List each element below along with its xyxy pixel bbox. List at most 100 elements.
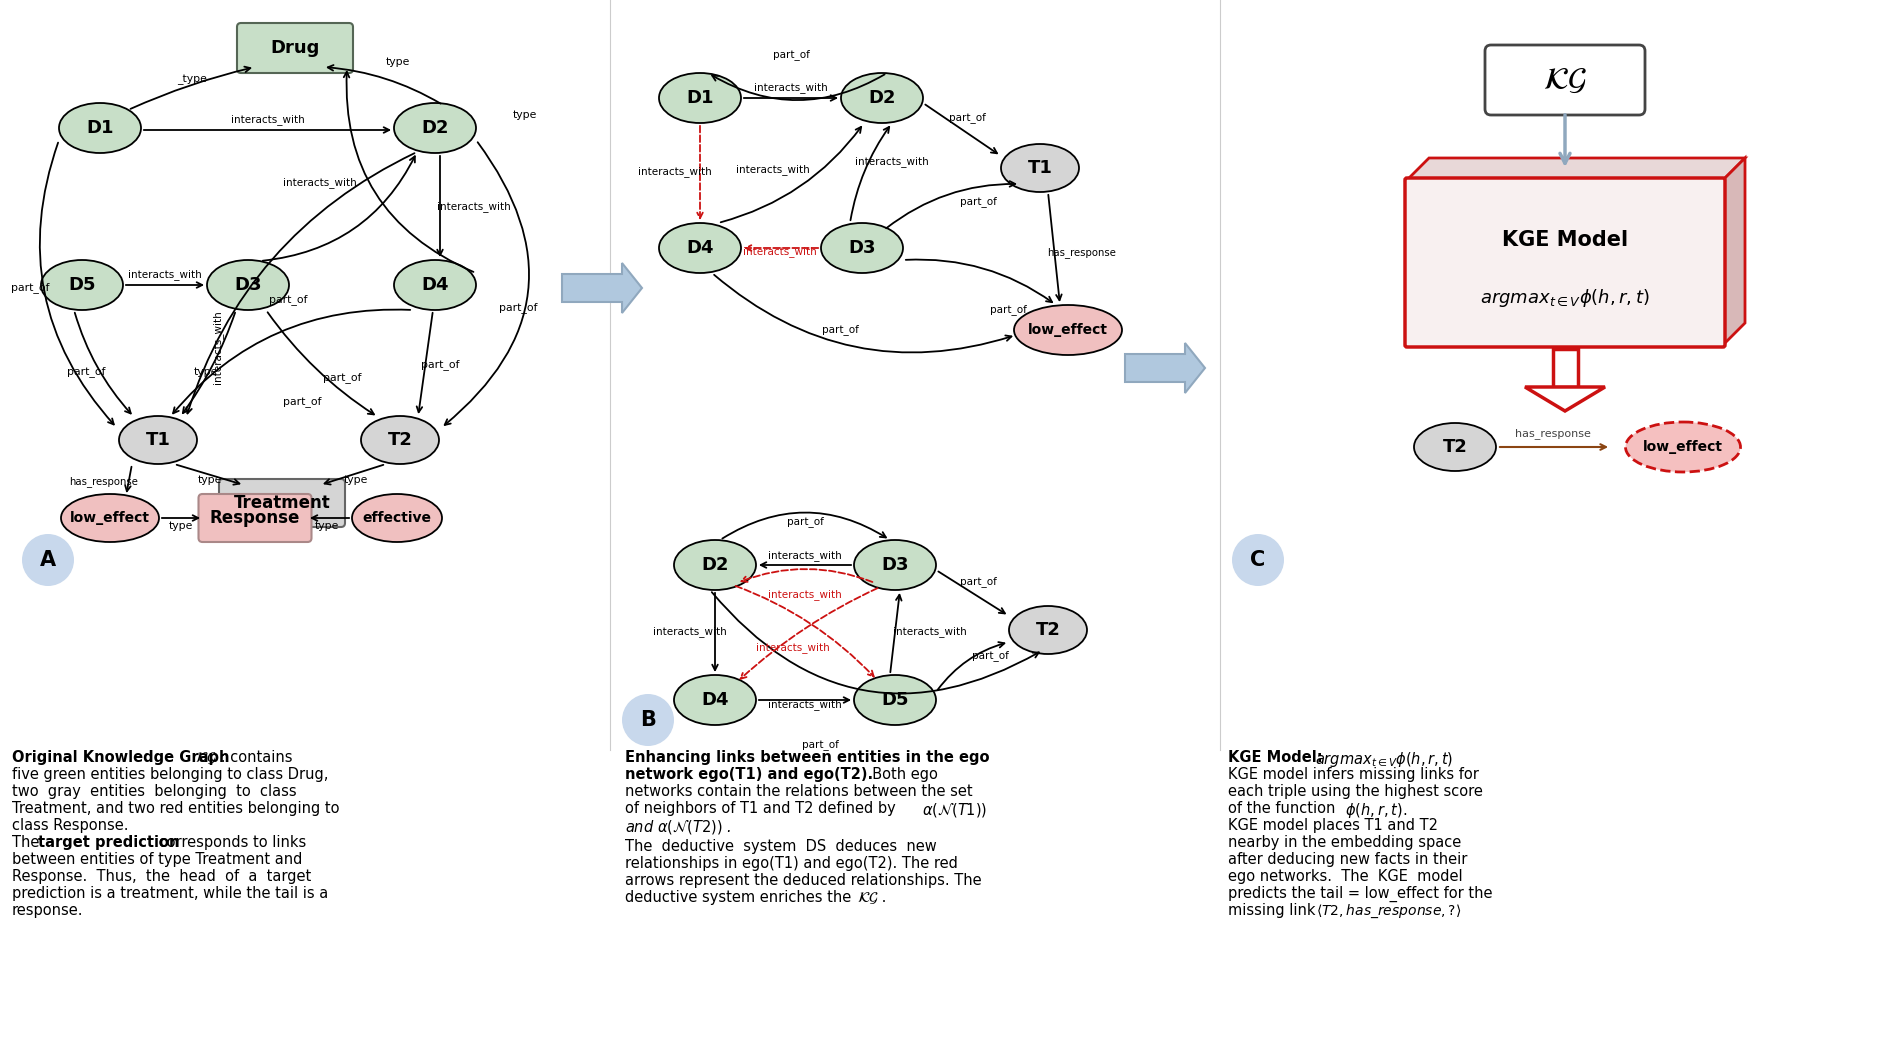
Text: Original Knowledge Graph: Original Knowledge Graph xyxy=(11,750,234,765)
Text: interacts_with: interacts_with xyxy=(893,626,966,638)
Text: interacts_with: interacts_with xyxy=(283,177,357,189)
Text: interacts_with: interacts_with xyxy=(653,626,726,638)
Text: Response: Response xyxy=(209,509,300,527)
Text: interacts_with: interacts_with xyxy=(438,201,511,213)
Ellipse shape xyxy=(394,260,476,310)
Text: part_of: part_of xyxy=(821,325,859,335)
Text: interacts_with: interacts_with xyxy=(128,270,202,280)
Ellipse shape xyxy=(353,494,442,542)
Text: C: C xyxy=(1251,550,1266,570)
Ellipse shape xyxy=(821,223,904,273)
Text: T1: T1 xyxy=(1028,159,1053,177)
Text: part_of: part_of xyxy=(989,305,1027,315)
Text: arrows represent the deduced relationships. The: arrows represent the deduced relationshi… xyxy=(625,873,981,888)
Text: corresponds to links: corresponds to links xyxy=(155,835,306,850)
Text: $argmax_{t\in V}\phi(h,r,t)$: $argmax_{t\in V}\phi(h,r,t)$ xyxy=(1479,287,1649,309)
Text: interacts_with: interacts_with xyxy=(213,310,223,384)
Text: type: type xyxy=(513,110,538,120)
Text: each triple using the highest score: each triple using the highest score xyxy=(1228,784,1483,798)
Text: $\langle T2, has\_response, ?\rangle$: $\langle T2, has\_response, ?\rangle$ xyxy=(1315,903,1461,920)
Text: D1: D1 xyxy=(87,119,113,137)
Polygon shape xyxy=(1525,387,1606,411)
Ellipse shape xyxy=(1625,422,1740,472)
Ellipse shape xyxy=(60,494,159,542)
Text: KGE model places T1 and T2: KGE model places T1 and T2 xyxy=(1228,818,1438,833)
Text: D3: D3 xyxy=(849,239,876,257)
Text: D3: D3 xyxy=(234,276,262,295)
Text: type: type xyxy=(343,475,368,485)
Text: nearby in the embedding space: nearby in the embedding space xyxy=(1228,835,1461,850)
Text: D3: D3 xyxy=(881,556,910,574)
Text: part_of: part_of xyxy=(802,739,838,751)
Text: part_of: part_of xyxy=(268,295,308,306)
Text: of neighbors of T1 and T2 defined by: of neighbors of T1 and T2 defined by xyxy=(625,801,900,816)
Text: _type: _type xyxy=(177,75,208,85)
Ellipse shape xyxy=(674,540,757,590)
Text: predicts the tail = low_effect for the: predicts the tail = low_effect for the xyxy=(1228,886,1493,902)
Text: interacts_with: interacts_with xyxy=(768,590,842,600)
FancyBboxPatch shape xyxy=(1406,178,1725,347)
Polygon shape xyxy=(1408,158,1745,180)
Text: $\mathcal{KG}$: $\mathcal{KG}$ xyxy=(857,890,879,906)
Text: after deducing new facts in their: after deducing new facts in their xyxy=(1228,852,1468,867)
Text: response.: response. xyxy=(11,903,83,918)
Text: interacts_with: interacts_with xyxy=(743,247,817,257)
Text: part_of: part_of xyxy=(972,650,1008,662)
Text: part_of: part_of xyxy=(283,396,321,408)
Ellipse shape xyxy=(119,416,196,464)
Text: two  gray  entities  belonging  to  class: two gray entities belonging to class xyxy=(11,784,296,798)
Text: interacts_with: interacts_with xyxy=(855,157,928,167)
Text: T2: T2 xyxy=(1036,621,1060,639)
Ellipse shape xyxy=(855,675,936,725)
Text: missing link: missing link xyxy=(1228,903,1321,918)
Ellipse shape xyxy=(1000,144,1079,192)
Text: low_effect: low_effect xyxy=(1644,440,1723,454)
Text: T2: T2 xyxy=(1442,438,1468,456)
Circle shape xyxy=(23,534,74,586)
Text: interacts_with: interacts_with xyxy=(638,167,711,177)
Text: Response.  Thus,  the  head  of  a  target: Response. Thus, the head of a target xyxy=(11,869,311,884)
Text: $\mathcal{KG}$: $\mathcal{KG}$ xyxy=(1544,64,1587,95)
FancyBboxPatch shape xyxy=(1485,45,1645,115)
Ellipse shape xyxy=(1413,423,1496,471)
Text: $\mathcal{KG}$: $\mathcal{KG}$ xyxy=(194,750,217,766)
Text: effective: effective xyxy=(362,511,432,525)
FancyArrow shape xyxy=(562,263,642,313)
Ellipse shape xyxy=(58,103,142,153)
Text: and $\alpha(\mathcal{N}(T2))$ .: and $\alpha(\mathcal{N}(T2))$ . xyxy=(625,818,732,836)
Text: : contains: : contains xyxy=(215,750,292,765)
Text: interacts_with: interacts_with xyxy=(768,700,842,710)
Text: D5: D5 xyxy=(881,691,910,709)
Text: type: type xyxy=(194,367,219,377)
Text: A: A xyxy=(40,550,57,570)
Text: Enhancing links between entities in the ego: Enhancing links between entities in the … xyxy=(625,750,989,765)
Text: deductive system enriches the: deductive system enriches the xyxy=(625,890,857,905)
Text: part_of: part_of xyxy=(960,197,996,207)
FancyBboxPatch shape xyxy=(219,479,345,527)
Text: has_response: has_response xyxy=(1047,248,1117,258)
Ellipse shape xyxy=(1013,305,1123,355)
Text: T1: T1 xyxy=(145,431,170,449)
Ellipse shape xyxy=(855,540,936,590)
Ellipse shape xyxy=(42,260,123,310)
Polygon shape xyxy=(1723,158,1745,345)
Text: D4: D4 xyxy=(702,691,728,709)
Text: prediction is a treatment, while the tail is a: prediction is a treatment, while the tai… xyxy=(11,886,328,901)
Text: KGE model infers missing links for: KGE model infers missing links for xyxy=(1228,767,1479,782)
Text: has_response: has_response xyxy=(70,477,138,487)
Text: .: . xyxy=(877,890,887,905)
Ellipse shape xyxy=(659,73,742,123)
Text: part_of: part_of xyxy=(66,366,106,377)
Text: interacts_with: interacts_with xyxy=(768,551,842,561)
Ellipse shape xyxy=(674,675,757,725)
Text: B: B xyxy=(640,710,657,730)
Text: The  deductive  system  DS  deduces  new: The deductive system DS deduces new xyxy=(625,839,936,854)
Ellipse shape xyxy=(394,103,476,153)
FancyBboxPatch shape xyxy=(1553,349,1578,387)
Text: KGE Model:: KGE Model: xyxy=(1228,750,1328,765)
FancyBboxPatch shape xyxy=(238,23,353,73)
Text: $\phi(h,r,t).$: $\phi(h,r,t).$ xyxy=(1345,801,1408,820)
Text: part_of: part_of xyxy=(787,516,823,528)
Text: five green entities belonging to class Drug,: five green entities belonging to class D… xyxy=(11,767,328,782)
Text: The: The xyxy=(11,835,43,850)
